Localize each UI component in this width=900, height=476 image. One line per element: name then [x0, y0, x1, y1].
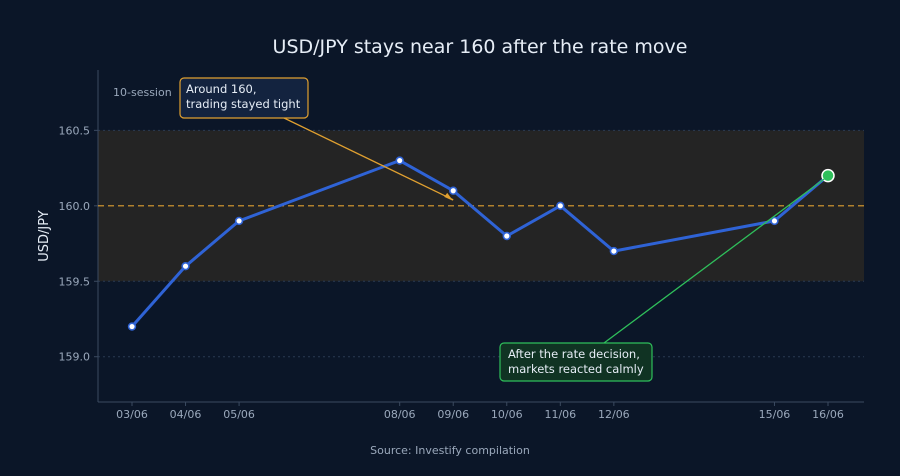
annotation-box	[179, 77, 309, 119]
annotation-leader-line	[283, 117, 454, 201]
y-tick-label: 160.5	[59, 124, 91, 137]
data-point	[127, 322, 137, 331]
x-tick-label: 16/06	[812, 408, 844, 421]
x-tick-label: 15/06	[759, 408, 791, 421]
y-tick-label: 159.5	[59, 275, 91, 288]
annotation-text: trading stayed tight	[186, 97, 301, 111]
annotation-text: After the rate decision,	[508, 347, 640, 361]
y-tick-label: 160.0	[59, 200, 91, 213]
data-point	[395, 156, 404, 165]
x-tick-label: 09/06	[437, 408, 469, 421]
x-tick-label: 11/06	[544, 408, 576, 421]
chart-title: USD/JPY stays near 160 after the rate mo…	[273, 36, 688, 58]
x-tick-label: 04/06	[170, 408, 202, 421]
plot-area: 159.0 159.5 160.0 160.5 03/06 04/06 05/06 08/06…	[59, 70, 864, 421]
y-axis-label: USD/JPY	[37, 210, 52, 262]
x-tick-label: 12/06	[598, 408, 630, 421]
x-tick-label: 08/06	[384, 408, 416, 421]
annotation-box	[499, 342, 653, 382]
x-tick-label: 10/06	[491, 408, 523, 421]
annotation-text: markets reacted calmly	[508, 362, 644, 376]
x-tick-label: 03/06	[116, 408, 148, 421]
data-point	[556, 201, 565, 211]
data-point	[449, 186, 458, 195]
data-point	[181, 261, 190, 271]
annotation-leader-line	[603, 177, 827, 344]
data-point	[234, 216, 244, 226]
x-tick-label: 05/06	[223, 408, 255, 421]
data-point	[609, 246, 619, 256]
data-point	[770, 216, 779, 226]
annotation-text: Around 160,	[186, 82, 257, 96]
y-tick-label: 159.0	[59, 351, 91, 364]
annotation-arrowhead	[444, 192, 454, 201]
source-note: Source: Investify compilation	[370, 444, 530, 457]
band-label: 10-session	[113, 86, 172, 99]
data-point	[502, 231, 511, 241]
series-line	[130, 159, 830, 329]
